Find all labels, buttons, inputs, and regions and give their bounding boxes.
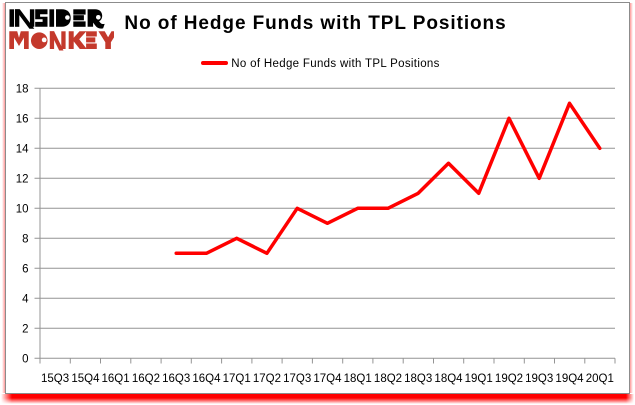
svg-text:16Q1: 16Q1	[102, 373, 130, 385]
svg-text:16Q3: 16Q3	[162, 373, 190, 385]
svg-text:15Q4: 15Q4	[71, 373, 100, 385]
svg-text:20Q1: 20Q1	[586, 373, 614, 385]
svg-text:16: 16	[16, 113, 29, 125]
svg-text:0: 0	[22, 353, 28, 365]
svg-text:2: 2	[22, 323, 28, 335]
svg-text:19Q4: 19Q4	[555, 373, 584, 385]
svg-text:10: 10	[16, 203, 29, 215]
svg-text:17Q1: 17Q1	[223, 373, 251, 385]
svg-text:17Q4: 17Q4	[313, 373, 342, 385]
svg-text:19Q2: 19Q2	[495, 373, 523, 385]
svg-text:18: 18	[16, 83, 29, 95]
svg-text:19Q3: 19Q3	[525, 373, 553, 385]
svg-text:17Q3: 17Q3	[283, 373, 311, 385]
svg-text:16Q4: 16Q4	[192, 373, 221, 385]
svg-text:6: 6	[22, 263, 28, 275]
svg-text:12: 12	[16, 173, 29, 185]
svg-text:17Q2: 17Q2	[253, 373, 281, 385]
svg-text:8: 8	[22, 233, 28, 245]
svg-text:14: 14	[16, 143, 29, 155]
svg-text:18Q3: 18Q3	[404, 373, 432, 385]
svg-text:19Q1: 19Q1	[465, 373, 493, 385]
svg-text:18Q4: 18Q4	[434, 373, 463, 385]
svg-text:4: 4	[22, 293, 29, 305]
svg-text:18Q2: 18Q2	[374, 373, 402, 385]
svg-text:16Q2: 16Q2	[132, 373, 160, 385]
svg-text:15Q3: 15Q3	[41, 373, 69, 385]
svg-text:18Q1: 18Q1	[344, 373, 372, 385]
